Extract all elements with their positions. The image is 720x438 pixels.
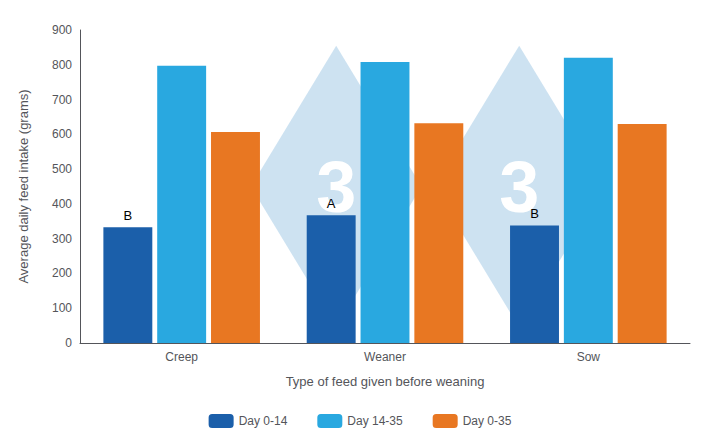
svg-text:3: 3 bbox=[499, 147, 539, 227]
svg-text:800: 800 bbox=[52, 58, 72, 72]
svg-text:200: 200 bbox=[52, 266, 72, 280]
svg-text:Day 0-14: Day 0-14 bbox=[239, 414, 288, 428]
svg-text:700: 700 bbox=[52, 93, 72, 107]
svg-text:600: 600 bbox=[52, 127, 72, 141]
svg-text:Sow: Sow bbox=[577, 350, 601, 364]
svg-text:Creep: Creep bbox=[165, 350, 198, 364]
svg-text:Average daily feed intake (gra: Average daily feed intake (grams) bbox=[16, 89, 31, 283]
svg-text:B: B bbox=[124, 208, 133, 223]
svg-text:Day 0-35: Day 0-35 bbox=[463, 414, 512, 428]
svg-text:0: 0 bbox=[65, 336, 72, 350]
svg-text:Weaner: Weaner bbox=[364, 350, 406, 364]
svg-text:900: 900 bbox=[52, 23, 72, 37]
svg-text:100: 100 bbox=[52, 301, 72, 315]
svg-text:300: 300 bbox=[52, 232, 72, 246]
svg-text:500: 500 bbox=[52, 162, 72, 176]
svg-text:400: 400 bbox=[52, 197, 72, 211]
svg-text:Type of feed given before wean: Type of feed given before weaning bbox=[286, 374, 485, 389]
svg-text:B: B bbox=[530, 206, 539, 221]
svg-text:3: 3 bbox=[316, 147, 356, 227]
svg-text:A: A bbox=[327, 196, 336, 211]
svg-text:Day 14-35: Day 14-35 bbox=[347, 414, 403, 428]
